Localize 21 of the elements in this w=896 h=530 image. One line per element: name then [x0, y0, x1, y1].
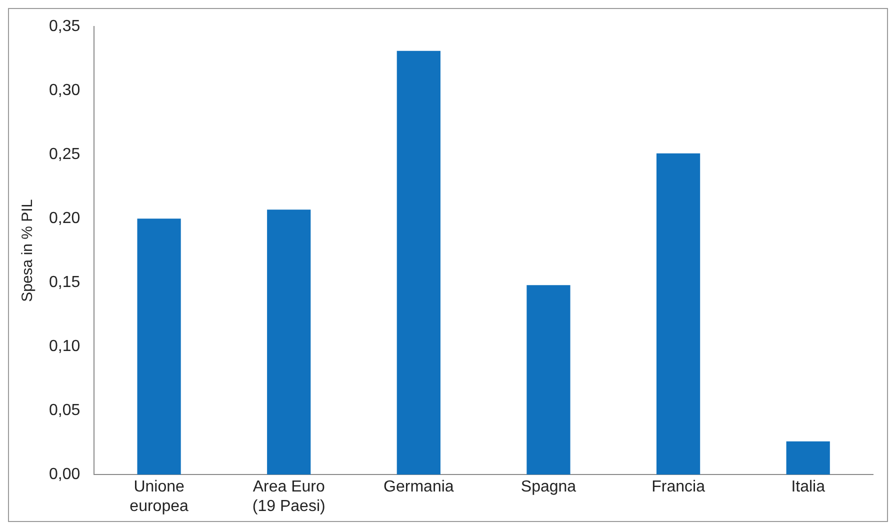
x-tick-label: Spagna [520, 478, 576, 496]
y-tick-label: 0,20 [49, 210, 80, 228]
bar [137, 218, 181, 475]
y-tick-label: 0,00 [49, 466, 80, 484]
x-tick-label: Germania [384, 478, 454, 496]
x-tick-label: Francia [652, 478, 706, 496]
y-tick-label: 0,15 [49, 274, 80, 292]
bar [396, 50, 440, 475]
y-axis-title: Spesa in % PIL [19, 199, 36, 302]
bar [656, 153, 700, 475]
y-tick-label: 0,25 [49, 146, 80, 164]
x-tick-label: Italia [791, 478, 826, 496]
y-tick-label: 0,10 [49, 338, 80, 356]
y-tick-label: 0,35 [49, 18, 80, 36]
bar [267, 210, 311, 475]
y-tick-label: 0,05 [49, 402, 80, 420]
bar [526, 285, 570, 475]
x-tick-label: Area Euro (19 Paesi) [252, 478, 326, 515]
x-tick-label: Unione europea [130, 478, 189, 515]
y-tick-label: 0,30 [49, 82, 80, 100]
bar [786, 441, 830, 475]
